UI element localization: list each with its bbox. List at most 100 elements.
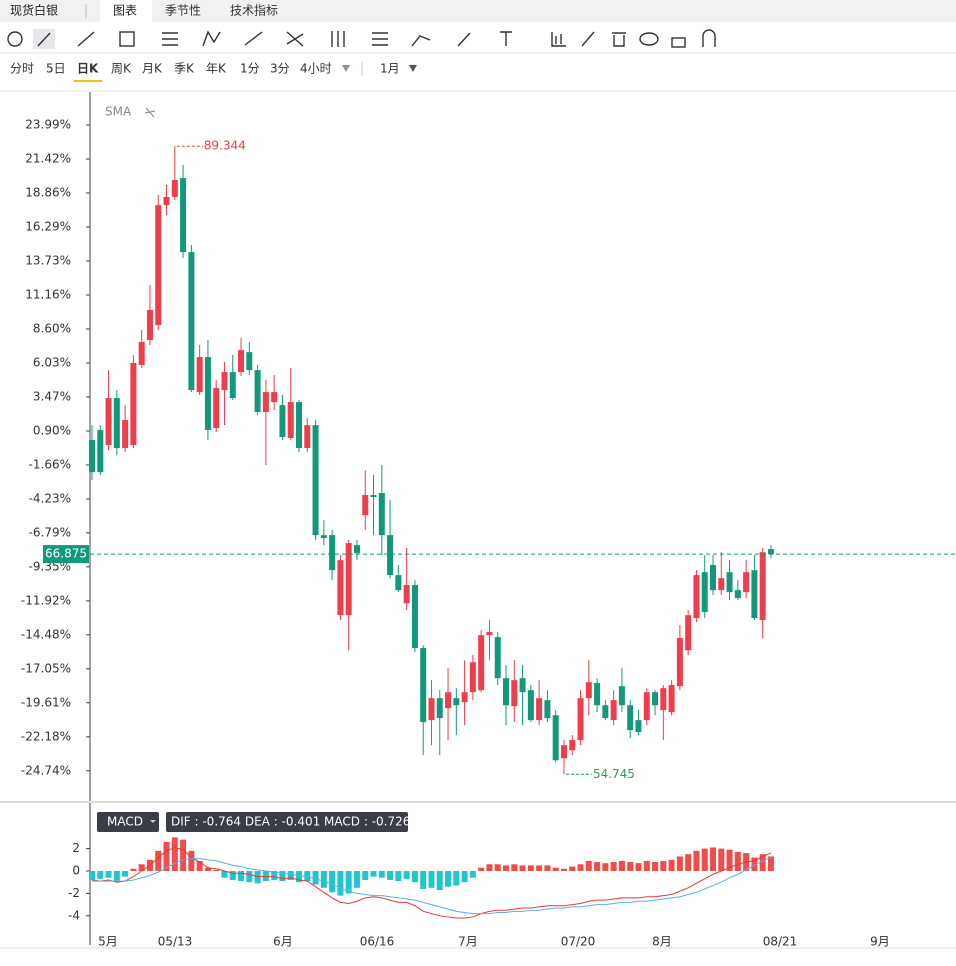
timeframe[interactable]: 1分 — [240, 62, 260, 76]
candle-body — [602, 705, 609, 719]
tool-icon[interactable] — [500, 31, 512, 46]
tab[interactable]: 图表 — [113, 4, 137, 18]
macd-bar — [204, 867, 211, 872]
timeframe[interactable]: 分时 — [10, 62, 34, 76]
candle-body — [693, 575, 700, 619]
dropdown-arrow — [409, 65, 417, 72]
candle-body — [544, 700, 551, 719]
timeframe[interactable]: 月K — [142, 62, 163, 76]
macd-bar — [238, 871, 245, 882]
tab[interactable]: 技术指标 — [230, 3, 278, 18]
indicator-label: MACD — [107, 815, 143, 829]
candle-body — [188, 252, 195, 391]
y-tick-label: -4.23% — [29, 491, 71, 505]
dropdown-arrow — [342, 65, 350, 72]
macd-bar — [445, 871, 452, 887]
macd-bar — [97, 871, 104, 879]
y-tick-label: -22.18% — [21, 729, 71, 743]
y-tick-label: 3.47% — [33, 389, 71, 403]
candle-body — [660, 688, 667, 711]
tab[interactable]: 季节性 — [165, 4, 201, 18]
x-tick-label: 07/20 — [561, 935, 596, 949]
candle-body — [97, 430, 104, 473]
candle-body — [668, 685, 675, 713]
tool-icon[interactable] — [244, 31, 263, 46]
tab-bar — [0, 0, 956, 22]
macd-bar — [428, 871, 435, 888]
timeframe[interactable]: 4小时 — [300, 62, 332, 76]
tool-icon[interactable] — [7, 31, 23, 47]
tool-icon[interactable] — [612, 32, 626, 47]
macd-bar — [180, 839, 187, 872]
tool-icon[interactable] — [702, 29, 716, 47]
tool-icon[interactable] — [331, 31, 345, 47]
tool-icon[interactable] — [37, 32, 51, 47]
macd-bar — [569, 866, 576, 872]
candle-body — [378, 493, 385, 536]
macd-bar — [163, 841, 170, 872]
legend-box — [166, 812, 408, 832]
low-label: 54.745 — [593, 767, 635, 781]
macd-bar — [602, 863, 609, 872]
candle-body — [163, 196, 170, 206]
y-tick-label: -17.05% — [21, 661, 71, 675]
tool-icon[interactable] — [286, 31, 304, 47]
timeframe[interactable]: 日K — [77, 62, 99, 76]
candle-body — [138, 341, 145, 366]
symbol: 现货白银 — [10, 3, 58, 18]
macd-bar — [767, 856, 774, 872]
timeframe[interactable]: 季K — [174, 62, 195, 76]
tool-icon[interactable] — [411, 35, 431, 47]
timeframe[interactable]: 5日 — [46, 62, 66, 76]
timeframe[interactable]: 周K — [111, 62, 132, 76]
macd-bar — [751, 857, 758, 872]
indicator-select[interactable] — [97, 812, 159, 832]
macd-bar — [511, 864, 518, 872]
x-tick-label: 08/21 — [763, 935, 798, 949]
range[interactable]: 1月 — [380, 62, 400, 76]
active-tab[interactable] — [100, 0, 152, 22]
tool-icon[interactable] — [372, 32, 388, 46]
candle-body — [105, 398, 112, 446]
macd-bar — [105, 871, 112, 878]
candle-body — [759, 552, 766, 621]
timeframe[interactable]: 年K — [206, 62, 227, 76]
candle-body — [685, 615, 692, 651]
tool-icon[interactable] — [551, 32, 566, 47]
tool-icon[interactable] — [77, 31, 95, 47]
candle-body — [527, 690, 534, 721]
tool-icon[interactable] — [162, 32, 178, 46]
tool-icon[interactable] — [202, 30, 221, 47]
macd-bar — [113, 871, 120, 882]
macd-bar — [494, 864, 501, 872]
macd-bar — [503, 865, 509, 872]
tool-icon[interactable] — [119, 31, 135, 47]
tool-icon[interactable] — [639, 32, 659, 46]
timeframe[interactable]: 3分 — [270, 62, 290, 76]
candle-body — [767, 549, 774, 555]
candle-body — [643, 692, 650, 721]
macd-bar — [387, 871, 394, 880]
macd-bar — [329, 871, 336, 893]
tool-icon[interactable] — [671, 37, 686, 48]
tool-icon[interactable] — [581, 31, 595, 47]
visibility-icon[interactable] — [144, 107, 156, 118]
candle-body — [428, 698, 435, 721]
y-tick-label: -6.79% — [29, 525, 71, 539]
candle-body — [469, 662, 476, 693]
y-tick-label: 0.90% — [33, 423, 71, 437]
candle-body — [635, 720, 642, 733]
last-price-box — [43, 545, 89, 564]
macd-bar — [362, 871, 369, 880]
candle-body — [312, 425, 319, 536]
macd-bar — [685, 854, 692, 872]
tool-icon[interactable] — [457, 32, 471, 47]
candle-body — [370, 495, 377, 498]
candle-body — [718, 578, 725, 591]
macd-bar — [660, 860, 667, 872]
y-tick-label: 2 — [72, 841, 80, 855]
candle-body — [395, 575, 402, 591]
candle-body — [122, 420, 129, 448]
macd-bar — [668, 859, 675, 872]
